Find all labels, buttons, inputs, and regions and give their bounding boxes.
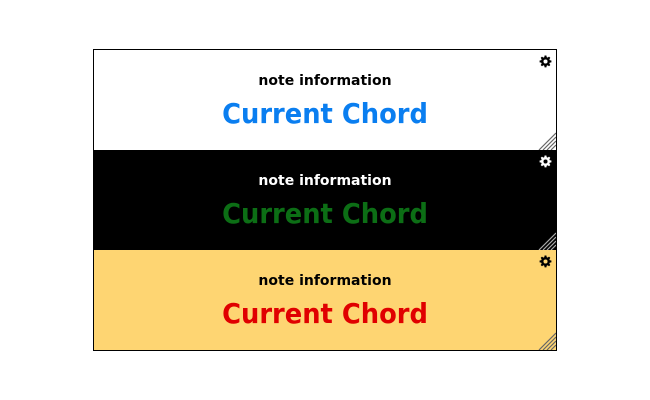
resize-grip-icon[interactable] [538,132,556,150]
note-information-label: note information [258,73,392,89]
current-chord-label: Current Chord [222,297,428,330]
gear-icon[interactable] [539,155,552,168]
note-information-label: note information [258,273,392,289]
resize-grip-icon[interactable] [538,232,556,250]
resize-grip-icon[interactable] [538,332,556,350]
chord-panel-white: note information Current Chord [94,50,556,150]
chord-display-stack: note information Current Chord note info… [93,49,557,351]
note-information-label: note information [258,173,392,189]
gear-icon[interactable] [539,55,552,68]
gear-icon[interactable] [539,255,552,268]
chord-panel-black: note information Current Chord [94,150,556,250]
chord-panel-yellow: note information Current Chord [94,250,556,350]
current-chord-label: Current Chord [222,97,428,130]
current-chord-label: Current Chord [222,197,428,230]
